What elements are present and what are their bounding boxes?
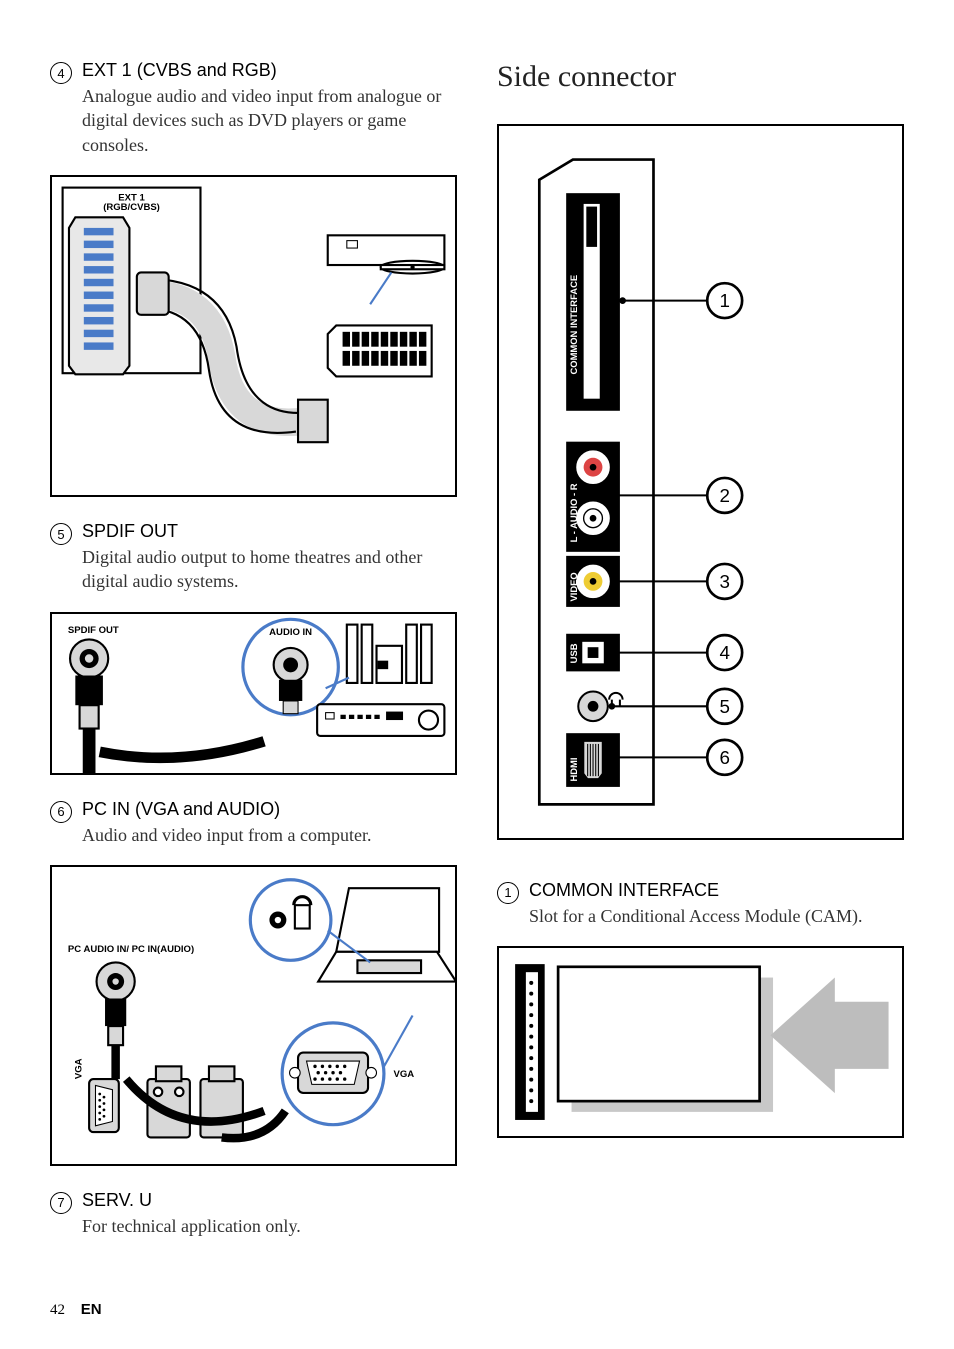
- figure-ci: COMMON INTERFACE: [497, 946, 904, 1138]
- section-title-side: Side connector: [497, 60, 904, 94]
- figure-spdif: SPDIF OUT AUDIO IN: [50, 612, 457, 775]
- item-servu: 7 SERV. U For technical application only…: [50, 1190, 457, 1238]
- page-lang: EN: [81, 1301, 102, 1318]
- callout-4: 4: [719, 642, 729, 663]
- item-desc-pcin: Audio and video input from a computer.: [82, 823, 457, 847]
- item-pcin: 6 PC IN (VGA and AUDIO) Audio and video …: [50, 799, 457, 847]
- callout-2: 2: [719, 485, 729, 506]
- ext1-port-label2: (RGB/CVBS): [103, 202, 160, 213]
- item-title-pcin: PC IN (VGA and AUDIO): [82, 799, 280, 820]
- item-title-ext1: EXT 1 (CVBS and RGB): [82, 60, 277, 81]
- item-title-servu: SERV. U: [82, 1190, 152, 1211]
- right-item-number-1: 1: [497, 882, 519, 904]
- spdif-label-right: AUDIO IN: [269, 627, 312, 638]
- item-desc-spdif: Digital audio output to home theatres an…: [82, 545, 457, 594]
- left-column: 4 EXT 1 (CVBS and RGB) Analogue audio an…: [50, 60, 457, 1256]
- page-footer: 42 EN: [50, 1301, 102, 1319]
- item-ci: 1 COMMON INTERFACE Slot for a Conditiona…: [497, 880, 904, 928]
- callout-1: 1: [719, 290, 729, 311]
- pcin-audio-label: PC AUDIO IN/ PC IN(AUDIO): [68, 944, 194, 955]
- item-number-5: 5: [50, 523, 72, 545]
- item-number-6: 6: [50, 801, 72, 823]
- ci-fig-label: COMMON INTERFACE: [516, 1021, 525, 1107]
- item-desc-servu: For technical application only.: [82, 1214, 457, 1238]
- item-title-spdif: SPDIF OUT: [82, 521, 178, 542]
- item-desc-ci: Slot for a Conditional Access Module (CA…: [529, 904, 904, 928]
- callout-3: 3: [719, 571, 729, 592]
- panel-ci-label: COMMON INTERFACE: [568, 275, 579, 375]
- pcin-vga2-label: VGA: [393, 1069, 414, 1080]
- spdif-label-left: SPDIF OUT: [68, 625, 119, 636]
- item-number-7: 7: [50, 1192, 72, 1214]
- item-title-ci: COMMON INTERFACE: [529, 880, 719, 901]
- item-number-4: 4: [50, 62, 72, 84]
- page-number: 42: [50, 1302, 65, 1318]
- right-column: Side connector COMMON INTERFACE 1 L - AU: [497, 60, 904, 1256]
- item-spdif: 5 SPDIF OUT Digital audio output to home…: [50, 521, 457, 594]
- figure-pcin: PC AUDIO IN/ PC IN(AUDIO) VGA: [50, 865, 457, 1166]
- pcin-vga1-label: VGA: [74, 1058, 85, 1079]
- figure-side-panel: COMMON INTERFACE 1 L - AUDIO - R 2 VIDEO: [497, 124, 904, 840]
- item-ext1: 4 EXT 1 (CVBS and RGB) Analogue audio an…: [50, 60, 457, 157]
- callout-5: 5: [719, 696, 729, 717]
- panel-audio-label: L - AUDIO - R: [568, 483, 579, 542]
- item-desc-ext1: Analogue audio and video input from anal…: [82, 84, 457, 157]
- callout-6: 6: [719, 747, 729, 768]
- figure-ext1: EXT 1 (RGB/CVBS): [50, 175, 457, 497]
- panel-usb-label: USB: [568, 643, 579, 663]
- panel-hdmi-label: HDMI: [568, 758, 579, 782]
- panel-video-label: VIDEO: [568, 572, 579, 601]
